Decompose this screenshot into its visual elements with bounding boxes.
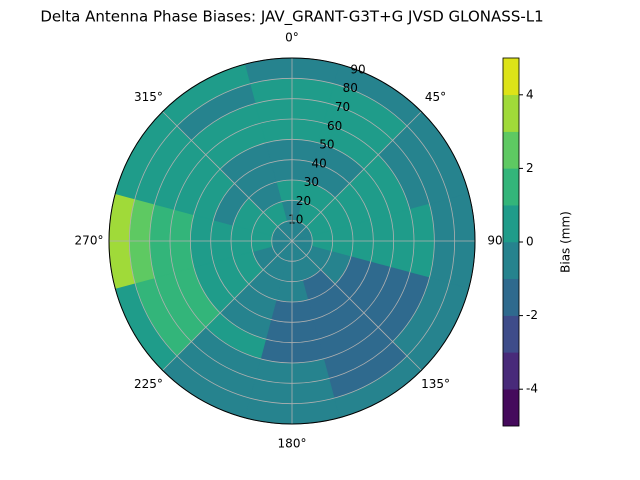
theta-tick-label: 180°	[278, 437, 307, 451]
colorbar-band	[502, 131, 520, 169]
grid-spoke	[162, 240, 293, 371]
colorbar-tick-label: -4	[526, 382, 538, 396]
colorbar-tick-label: 4	[526, 87, 534, 101]
colorbar-label: Bias (mm)	[559, 211, 573, 273]
colorbar-band	[502, 278, 520, 316]
theta-tick-label: 315°	[134, 90, 163, 104]
colorbar-tick-label: 2	[526, 161, 534, 175]
r-tick-label: 10	[288, 213, 303, 227]
r-tick-label: 40	[311, 156, 326, 170]
colorbar-band	[502, 352, 520, 390]
polar-frame	[108, 57, 476, 425]
colorbar-tick-label: 0	[526, 235, 534, 249]
colorbar: -4 -2 0 2 4	[502, 57, 538, 427]
r-tick-label: 80	[343, 81, 358, 95]
r-tick-label: 60	[327, 119, 342, 133]
r-tick-label: 30	[304, 175, 319, 189]
colorbar-band	[502, 168, 520, 206]
theta-tick-label: 225°	[134, 377, 163, 391]
grid-spoke	[291, 240, 422, 371]
grid-spoke	[162, 111, 293, 242]
r-tick-label: 70	[335, 100, 350, 114]
r-tick-label: 90	[350, 62, 365, 76]
theta-tick-label: 0°	[285, 31, 299, 45]
grid: 10 20 30 40 50 60 70 80 90 0° 45° 90 135° 180° 225° 270…	[75, 31, 503, 451]
colorbar-band	[502, 57, 520, 96]
colorbar-band	[502, 388, 520, 427]
r-tick-label: 50	[319, 138, 334, 152]
colorbar-band	[502, 241, 520, 280]
colorbar-band	[502, 315, 520, 353]
theta-tick-label: 270°	[75, 234, 104, 248]
theta-tick-label: 135°	[421, 377, 450, 391]
colorbar-tick-label: -2	[526, 308, 538, 322]
theta-tick-label: 90	[487, 234, 502, 248]
colorbar-band	[502, 94, 520, 132]
grid-spoke	[291, 111, 422, 242]
chart-title: Delta Antenna Phase Biases: JAV_GRANT-G3…	[40, 8, 543, 27]
colorbar-band	[502, 204, 520, 243]
r-tick-label: 20	[296, 194, 311, 208]
theta-tick-label: 45°	[425, 90, 446, 104]
